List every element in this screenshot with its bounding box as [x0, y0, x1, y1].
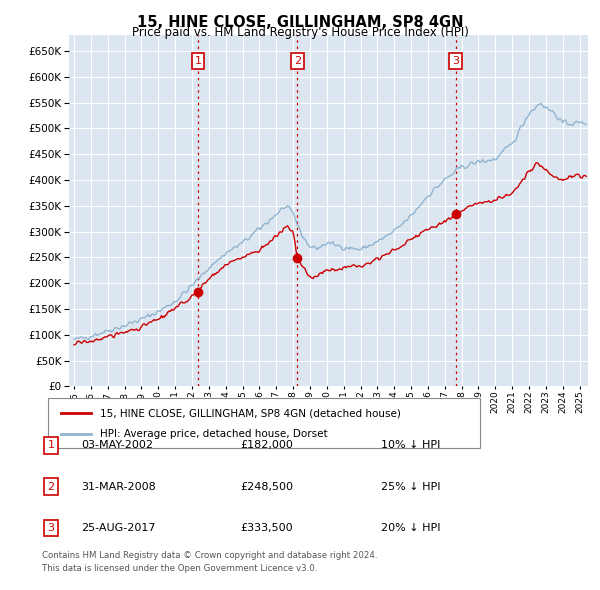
Text: HPI: Average price, detached house, Dorset: HPI: Average price, detached house, Dors… — [100, 430, 328, 440]
Text: 31-MAR-2008: 31-MAR-2008 — [81, 482, 156, 491]
Text: 10% ↓ HPI: 10% ↓ HPI — [381, 441, 440, 450]
Text: £248,500: £248,500 — [240, 482, 293, 491]
Text: 25% ↓ HPI: 25% ↓ HPI — [381, 482, 440, 491]
Text: 03-MAY-2002: 03-MAY-2002 — [81, 441, 153, 450]
Text: 20% ↓ HPI: 20% ↓ HPI — [381, 523, 440, 533]
Text: 3: 3 — [47, 523, 55, 533]
Text: 2: 2 — [294, 56, 301, 66]
Text: 3: 3 — [452, 56, 459, 66]
Text: £182,000: £182,000 — [240, 441, 293, 450]
Text: 25-AUG-2017: 25-AUG-2017 — [81, 523, 155, 533]
Text: Contains HM Land Registry data © Crown copyright and database right 2024.: Contains HM Land Registry data © Crown c… — [42, 552, 377, 560]
Text: 1: 1 — [194, 56, 202, 66]
Text: 15, HINE CLOSE, GILLINGHAM, SP8 4GN: 15, HINE CLOSE, GILLINGHAM, SP8 4GN — [137, 15, 463, 30]
Text: 15, HINE CLOSE, GILLINGHAM, SP8 4GN (detached house): 15, HINE CLOSE, GILLINGHAM, SP8 4GN (det… — [100, 408, 401, 418]
Text: Price paid vs. HM Land Registry's House Price Index (HPI): Price paid vs. HM Land Registry's House … — [131, 26, 469, 39]
Text: 1: 1 — [47, 441, 55, 450]
Text: £333,500: £333,500 — [240, 523, 293, 533]
Text: 2: 2 — [47, 482, 55, 491]
FancyBboxPatch shape — [48, 398, 480, 448]
Text: This data is licensed under the Open Government Licence v3.0.: This data is licensed under the Open Gov… — [42, 565, 317, 573]
